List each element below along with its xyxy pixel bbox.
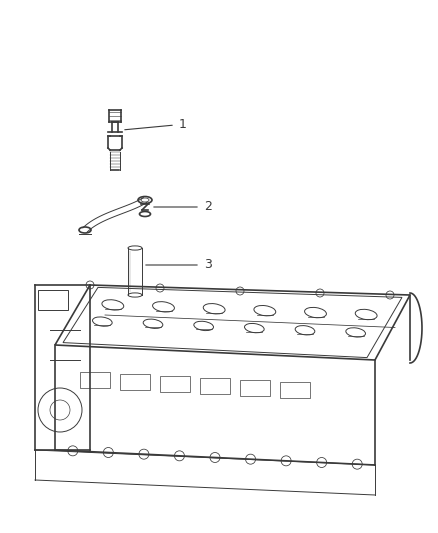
Bar: [120, 374, 150, 390]
Text: 2: 2: [204, 200, 212, 214]
Bar: [160, 376, 190, 392]
Bar: [240, 380, 270, 396]
Bar: [280, 382, 310, 398]
Bar: [200, 378, 230, 394]
Bar: [38, 290, 68, 310]
Text: 1: 1: [179, 118, 187, 132]
Text: 3: 3: [204, 259, 212, 271]
Bar: [80, 372, 110, 388]
